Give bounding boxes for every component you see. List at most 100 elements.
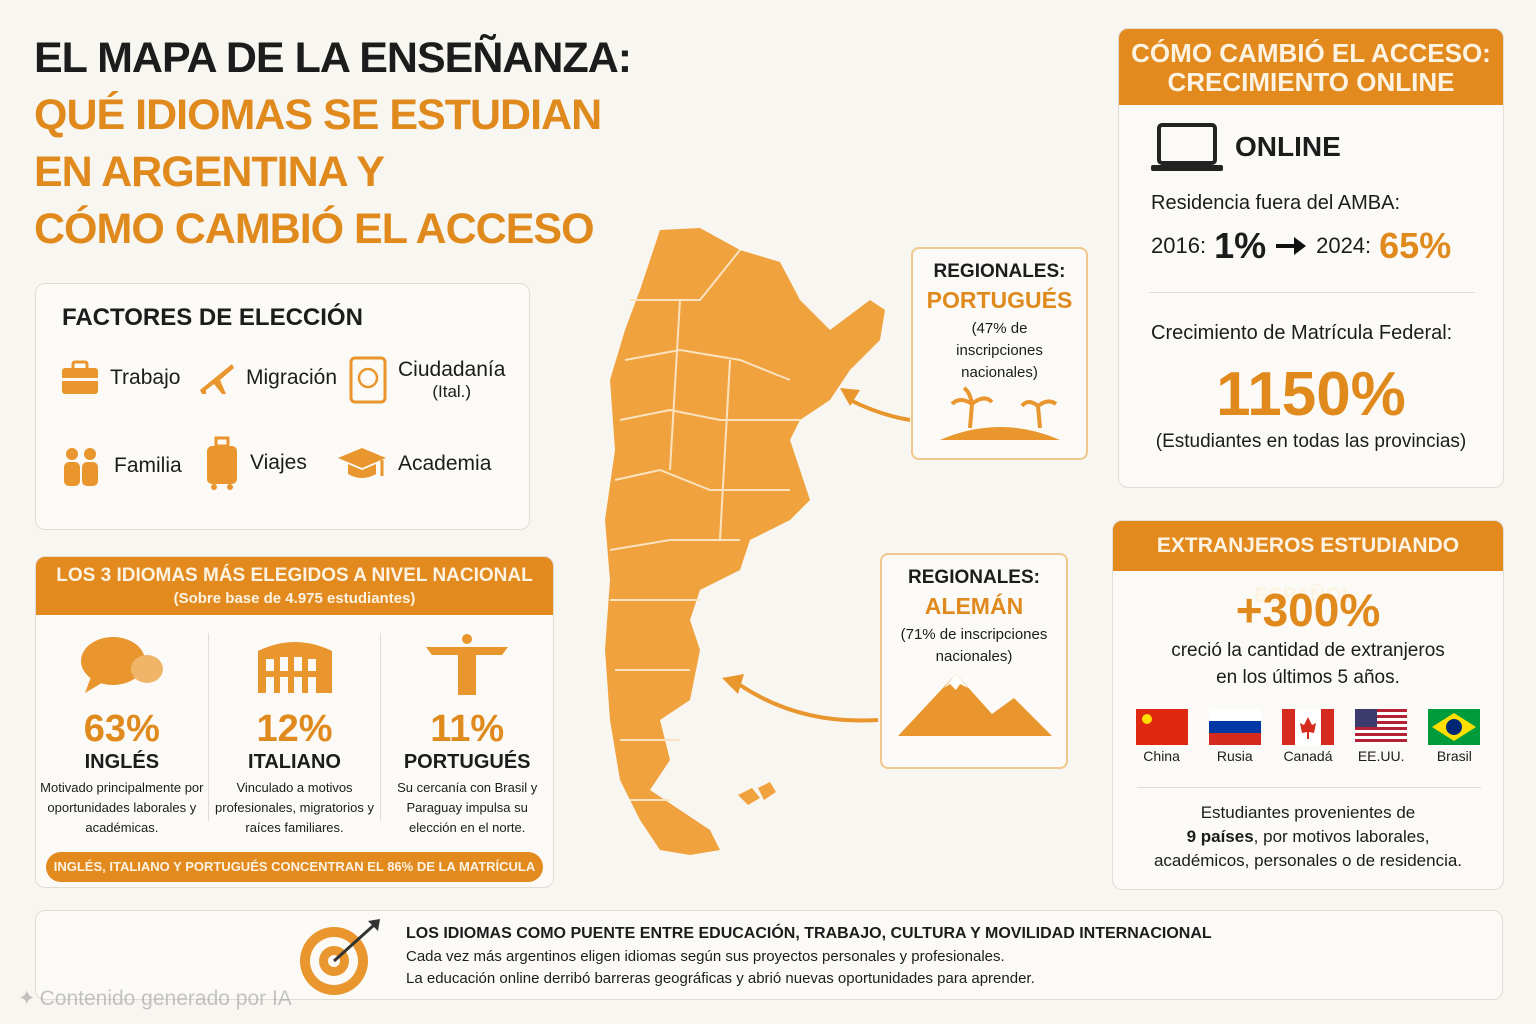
footer-intro: Estudiantes provenientes de (1200, 803, 1416, 822)
online-header-line: CÓMO CAMBIÓ EL ACCESO: (1131, 38, 1491, 68)
foreign-footer: Estudiantes provenientes de 9 países, po… (1113, 801, 1503, 873)
icon-plane (200, 364, 234, 394)
icon-family (64, 448, 98, 486)
year: 2024: (1316, 233, 1372, 258)
language: 11% PORTUGUÉS Su cercanía con Brasil y P… (381, 633, 553, 835)
map-islands (738, 782, 776, 805)
footer-rest: , por motivos laborales, (1253, 827, 1430, 846)
language-description: Vinculado a motivos profesionales, migra… (215, 780, 374, 835)
country-name: Canadá (1283, 748, 1333, 764)
callout-note: (71% de inscripciones nacionales) (900, 626, 1048, 665)
arrows (722, 388, 911, 723)
language-name: ITALIANO (248, 751, 341, 773)
callout-title: REGIONALES: (933, 261, 1066, 282)
country-name: China (1143, 748, 1180, 764)
banner-title: LOS IDIOMAS COMO PUENTE ENTRE EDUCACIÓN,… (406, 925, 1212, 942)
factor: Viajes (204, 436, 307, 490)
watermark: ✦ Contenido generado por IA (18, 987, 292, 1010)
icon-palms (939, 386, 1060, 440)
residence-label: Residencia fuera del AMBA: (1151, 192, 1401, 214)
country: Rusia (1205, 709, 1265, 764)
flag-china (1135, 709, 1188, 745)
factor: Migración (196, 360, 337, 396)
icon-mountains (898, 674, 1052, 736)
factor-label: Trabajo (110, 366, 181, 389)
value: 65% (1379, 225, 1452, 266)
growth-label: Crecimiento de Matrícula Federal: (1151, 322, 1453, 344)
callout: REGIONALES: PORTUGUÉS (47% de inscripcio… (911, 247, 1088, 460)
factor-label: Academia (398, 452, 492, 475)
language-percent: 12% (256, 708, 333, 750)
language-name: PORTUGUÉS (403, 751, 531, 773)
callout-language: ALEMÁN (924, 593, 1024, 619)
divider (1149, 292, 1475, 293)
languages-columns: 63% INGLÉS Motivado principalmente por o… (36, 633, 553, 835)
language-percent: 63% (83, 708, 160, 750)
subtitle: CÓMO CAMBIÓ EL ACCESO (34, 205, 595, 253)
residence-row: 2016: 1% 2024: 65% (1151, 225, 1451, 267)
language-percent: 11% (430, 708, 505, 750)
icon-target (300, 919, 380, 995)
factors-title: FACTORES DE ELECCIÓN (62, 304, 363, 331)
subtitle: QUÉ IDIOMAS SE ESTUDIAN (34, 91, 602, 139)
icon-speech (80, 637, 163, 693)
year: 2016: (1151, 233, 1207, 258)
factor: Trabajo (60, 360, 180, 396)
value: 1% (1214, 225, 1267, 266)
callout-language: PORTUGUÉS (926, 287, 1073, 313)
factor-label: Ciudadanía (398, 358, 506, 381)
country-name: Brasil (1436, 748, 1472, 764)
map-argentina (605, 228, 885, 855)
icon-passport (349, 356, 387, 404)
foreign-text: creció la cantidad de extranjeros en los… (1113, 637, 1503, 691)
online-panel: CÓMO CAMBIÓ EL ACCESO: CRECIMIENTO ONLIN… (1118, 28, 1504, 488)
country: China (1132, 709, 1192, 764)
flag-russia (1208, 709, 1261, 745)
language-name: INGLÉS (84, 751, 160, 773)
subtitle: EN ARGENTINA Y (34, 148, 385, 196)
country-name: Rusia (1216, 748, 1253, 764)
flag-brazil (1428, 709, 1481, 745)
languages-title: LOS 3 IDIOMAS MÁS ELEGIDOS A NIVEL NACIO… (56, 565, 533, 586)
footer-bold: 9 países (1186, 827, 1254, 846)
factor-label: Migración (246, 366, 338, 389)
flag-usa (1355, 709, 1408, 745)
callout-title: REGIONALES: (908, 567, 1040, 588)
country-name: EE.UU. (1357, 748, 1405, 764)
country: EE.UU. (1351, 709, 1411, 764)
language-description: Su cercanía con Brasil y Paraguay impuls… (397, 780, 538, 835)
languages-subtitle: (Sobre base de 4.975 estudiantes) (173, 590, 416, 607)
map-borders (609, 249, 800, 801)
foreign-title: EXTRANJEROS ESTUDIANDO ESPAÑOL: (1113, 521, 1503, 607)
factor: Ciudadanía (Ital.) (348, 356, 505, 404)
growth-note: (Estudiantes en todas las provincias) (1155, 431, 1467, 452)
foreign-line: en los últimos 5 años. (1216, 667, 1400, 688)
languages-header: LOS 3 IDIOMAS MÁS ELEGIDOS A NIVEL NACIO… (36, 557, 553, 615)
callout-note: (47% de inscripciones nacionales) (956, 320, 1043, 381)
icon-luggage (207, 436, 237, 490)
header: EL MAPA DE LA ENSEÑANZA: QUÉ IDIOMAS SE … (34, 30, 632, 258)
factor: Academia (336, 444, 491, 484)
language: 63% INGLÉS Motivado principalmente por o… (36, 633, 209, 835)
foreign-line: creció la cantidad de extranjeros (1171, 640, 1445, 661)
online-header-line: CRECIMIENTO ONLINE (1167, 67, 1455, 97)
growth-value: 1150% (1216, 360, 1406, 429)
flag-canada (1281, 709, 1334, 745)
factor-note: (Ital.) (432, 382, 472, 401)
factor-label: Viajes (250, 451, 307, 474)
flags: China Rusia Canadá EE.UU. Brasil (1125, 709, 1491, 764)
online-header: CÓMO CAMBIÓ EL ACCESO: CRECIMIENTO ONLIN… (1119, 29, 1503, 105)
foreign-panel: EXTRANJEROS ESTUDIANDO ESPAÑOL: +300% cr… (1112, 520, 1504, 890)
icon-academy (338, 448, 386, 478)
icon-briefcase (62, 360, 98, 394)
icon-christ (426, 634, 509, 695)
languages-panel: LOS 3 IDIOMAS MÁS ELEGIDOS A NIVEL NACIO… (35, 556, 554, 888)
country: Canadá (1278, 709, 1338, 764)
languages-footer: INGLÉS, ITALIANO Y PORTUGUÉS CONCENTRAN … (46, 852, 543, 882)
factor: Familia (60, 444, 182, 488)
factor-label: Familia (114, 454, 182, 477)
footer-last: académicos, personales o de residencia. (1153, 851, 1463, 870)
banner-line: La educación online derribó barreras geo… (406, 970, 1035, 987)
language-description: Motivado principalmente por oportunidade… (40, 780, 204, 835)
